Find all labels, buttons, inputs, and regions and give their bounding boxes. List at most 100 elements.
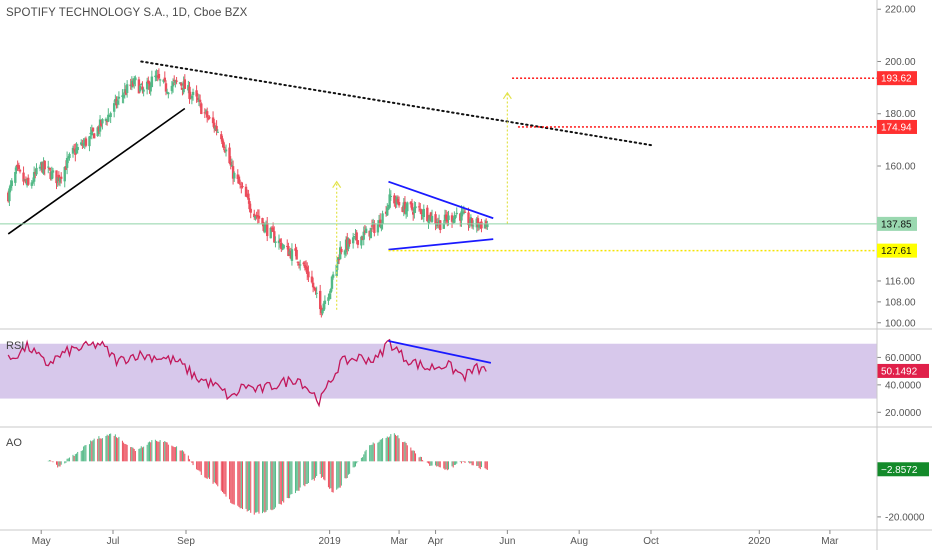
candle-body (362, 231, 365, 240)
candle-body (91, 127, 95, 132)
ao-pane[interactable]: -20.0000 −2.8572 (47, 433, 929, 523)
candle-body (51, 170, 55, 173)
candle-body (370, 225, 374, 227)
candle-body (404, 208, 408, 215)
candle-body (307, 271, 310, 278)
price-tag-label: 174.94 (881, 122, 912, 133)
candle-body (237, 176, 241, 184)
candle-body (80, 142, 83, 145)
price-tick-label: 200.00 (885, 57, 916, 68)
rsi-trendline[interactable] (388, 340, 492, 364)
rsi-tick-label: 40.0000 (885, 380, 922, 391)
candle-body (195, 90, 198, 97)
candle-body (221, 138, 224, 145)
candle-body (337, 259, 341, 261)
candle-body (343, 250, 347, 255)
candle-body (65, 157, 69, 168)
candle-body (254, 215, 257, 219)
candle-body (453, 215, 456, 223)
candle-body (360, 236, 363, 246)
candle-body (18, 169, 22, 172)
candle-body (426, 207, 429, 222)
candle-body (50, 171, 53, 180)
candle-body (427, 221, 430, 223)
candle-body (322, 303, 325, 311)
candle-body (310, 276, 314, 283)
candle-body (178, 82, 182, 84)
candle-body (47, 166, 50, 168)
candle-body (468, 224, 471, 226)
downtrend-resistance-line[interactable] (140, 60, 652, 147)
candle-body (396, 199, 400, 203)
candle-body (463, 211, 467, 213)
rsi-value-tag (877, 363, 929, 378)
candle-body (9, 184, 12, 189)
candle-body (269, 227, 272, 239)
candle-body (14, 171, 17, 183)
candle-body (339, 247, 342, 260)
candle-body (331, 274, 335, 278)
candle-body (216, 131, 219, 133)
candle-body (369, 227, 373, 239)
uptrend-support-line[interactable] (7, 107, 186, 235)
time-axis[interactable]: May Jul Sep 2019 Mar Apr Jun Aug Oct 2020 Mar (32, 530, 839, 547)
time-tick-label: Aug (570, 536, 588, 547)
candle-body (476, 218, 480, 227)
price-tick-label: 116.00 (885, 276, 915, 287)
candle-body (296, 261, 300, 263)
candle-body (467, 212, 470, 226)
candle-body (107, 114, 110, 122)
candle-body (145, 81, 149, 90)
price-tag-box (877, 216, 917, 231)
candle-body (287, 246, 290, 257)
rsi-line[interactable] (7, 338, 487, 408)
price-tick-label: 160.00 (885, 162, 916, 173)
candle-body (116, 100, 119, 105)
candle-body (238, 183, 242, 185)
candle-body (142, 89, 145, 92)
candle-body (228, 147, 231, 164)
price-pane[interactable]: 220.00200.00180.00160.00138.00116.00108.… (0, 5, 916, 330)
candle-body (58, 178, 62, 183)
candle-body (397, 201, 401, 206)
candle-body (10, 180, 13, 187)
price-tag-label: 137.85 (881, 219, 912, 230)
candle-body (55, 170, 58, 184)
candle-body (376, 224, 380, 233)
triangle-upper-line[interactable] (388, 180, 494, 220)
time-tick-label: Sep (177, 536, 195, 547)
candle-body (329, 289, 332, 293)
candle-body (318, 290, 322, 310)
candle-body (170, 85, 174, 91)
price-tag-label: 193.62 (881, 74, 912, 85)
candle-body (167, 92, 170, 95)
candle-body (71, 147, 75, 154)
time-tick-label: 2019 (318, 536, 341, 547)
candle-body (314, 288, 317, 292)
rsi-tick-label: 60.0000 (885, 353, 922, 364)
candle-body (75, 148, 78, 153)
candle-body (455, 212, 458, 214)
candle-body (302, 262, 305, 265)
candle-body (188, 86, 191, 99)
candle-body (274, 241, 277, 243)
candle-body (420, 209, 423, 215)
candle-body (213, 122, 216, 129)
triangle-lower-line[interactable] (388, 238, 494, 251)
candle-body (389, 196, 393, 198)
candle-body (297, 263, 301, 265)
rsi-pane[interactable]: 60.0000 40.0000 20.0000 50.1492 (0, 338, 929, 419)
candle-body (364, 228, 368, 234)
candle-body (414, 206, 417, 209)
candle-body (413, 207, 416, 213)
candle-body (472, 225, 475, 227)
candle-body (112, 103, 116, 112)
price-tick-label: 108.00 (885, 297, 916, 308)
candle-body (30, 182, 33, 186)
candle-body (249, 208, 252, 213)
candle-body (409, 201, 413, 205)
candle-body (444, 214, 448, 219)
candle-body (335, 264, 338, 277)
